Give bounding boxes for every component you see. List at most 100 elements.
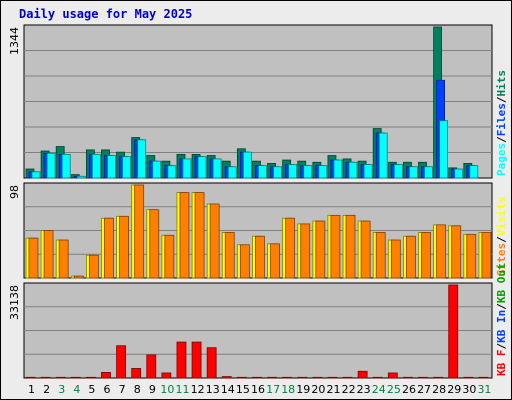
bar-sites-day-25: [390, 239, 401, 279]
bar-kb-f-day-26: [403, 376, 413, 379]
x-tick-label: 29: [447, 383, 461, 396]
x-tick-label: 24: [372, 383, 386, 396]
bar-kb-f-day-28: [433, 376, 444, 379]
x-tick-label: 23: [357, 383, 371, 396]
bar-kb-f-day-25: [387, 372, 398, 379]
bar-pages-day-21: [333, 159, 343, 179]
bar-sites-day-18: [285, 217, 296, 279]
x-tick-label: 12: [191, 383, 205, 396]
bar-sites-day-21: [330, 214, 341, 279]
panel-kbf: 33138 KB F/KB In/KB Out: [8, 263, 508, 379]
bar-pages-day-9: [152, 160, 162, 179]
bar-kb-f-day-24: [372, 376, 383, 379]
bar-sites-day-22: [345, 214, 356, 279]
bar-kb-f-day-14: [221, 376, 232, 379]
x-tick-label: 5: [88, 383, 95, 396]
bar-sites-day-26: [406, 235, 416, 279]
bar-sites-day-9: [149, 209, 160, 279]
bar-sites-day-30: [466, 233, 477, 279]
bar-sites-day-31: [481, 232, 492, 279]
x-tick-label: 9: [149, 383, 156, 396]
legend-entry: Pages: [495, 143, 508, 176]
bar-pages-day-25: [393, 164, 403, 179]
bar-sites-day-15: [239, 244, 250, 279]
legend-entry: KB In: [495, 310, 508, 343]
bar-pages-day-5: [91, 154, 101, 179]
bar-sites-day-29: [451, 225, 462, 279]
bar-pages-day-1: [31, 171, 41, 179]
bar-kb-f-day-7: [116, 345, 126, 379]
panel-visits_sites: 98 Sites/Visits: [8, 182, 508, 279]
bar-pages-day-19: [303, 165, 313, 179]
bar-sites-day-4: [73, 275, 84, 279]
bar-kb-f-day-31: [478, 376, 489, 379]
x-tick-label: 16: [251, 383, 265, 396]
bar-kb-f-day-12: [191, 341, 202, 379]
bar-pages-day-26: [409, 166, 418, 179]
bar-pages-day-22: [348, 161, 358, 179]
x-tick-label: 8: [134, 383, 141, 396]
bar-kb-f-day-10: [161, 372, 172, 379]
x-tick-label: 25: [387, 383, 401, 396]
x-tick-label: 28: [432, 383, 446, 396]
bar-pages-day-6: [107, 155, 116, 179]
bar-sites-day-7: [119, 215, 129, 279]
bar-pages-day-23: [363, 164, 373, 179]
bar-sites-day-6: [104, 217, 114, 279]
bar-kb-f-day-23: [357, 370, 368, 379]
bar-sites-day-17: [270, 243, 280, 279]
x-tick-label: 19: [296, 383, 310, 396]
bar-kb-f-day-11: [176, 341, 187, 379]
bar-pages-day-8: [137, 139, 147, 179]
x-tick-label: 14: [221, 383, 235, 396]
panel-hits_files_pages: 1344 Pages/Files/Hits: [8, 24, 508, 179]
bar-pages-day-14: [227, 166, 237, 179]
legend-entry: Visits: [495, 197, 508, 237]
bar-kb-f-day-2: [40, 376, 51, 379]
x-tick-label: 21: [326, 383, 340, 396]
bar-kb-f-day-9: [146, 354, 157, 379]
y-max-label: 1344: [8, 27, 21, 55]
legend-kbf: KB F/KB In/KB Out: [495, 263, 508, 376]
y-max-label: 98: [8, 185, 21, 199]
x-tick-label: 22: [342, 383, 356, 396]
bar-kb-f-day-19: [297, 376, 308, 379]
legend-entry: Sites: [495, 243, 508, 276]
bar-sites-day-28: [436, 224, 447, 279]
bar-kb-f-day-4: [70, 376, 81, 379]
chart-title: Daily usage for May 2025: [19, 7, 192, 21]
bar-kb-f-day-20: [312, 376, 323, 379]
bar-kb-f-day-15: [236, 376, 247, 379]
bar-kb-f-day-5: [85, 376, 96, 379]
bar-sites-day-12: [194, 192, 205, 279]
bar-kb-f-day-27: [418, 376, 428, 379]
legend-visits_sites: Sites/Visits: [495, 197, 508, 277]
bar-pages-day-18: [288, 164, 298, 179]
x-tick-label: 20: [311, 383, 325, 396]
bar-sites-day-5: [88, 254, 99, 279]
x-tick-label: 11: [176, 383, 190, 396]
y-max-label: 33138: [8, 285, 21, 320]
bar-sites-day-13: [209, 203, 220, 279]
legend-entry: Hits: [495, 70, 508, 97]
bar-sites-day-10: [164, 234, 175, 279]
x-axis-labels: 1 2 3 4 5 6 7 8 9 10 11 12 13 14 15 16 17 18 19 20 21 22 23 24 2…: [28, 383, 491, 396]
bar-pages-day-27: [424, 166, 433, 179]
x-tick-label: 31: [477, 383, 491, 396]
bar-sites-day-23: [360, 220, 371, 279]
bar-sites-day-2: [43, 230, 54, 279]
bar-sites-day-16: [255, 235, 265, 279]
bar-kb-f-day-3: [55, 376, 66, 379]
bar-kb-f-day-17: [267, 376, 277, 379]
legend-entry: KB F: [495, 350, 508, 377]
bar-sites-day-11: [179, 192, 190, 279]
x-tick-label: 10: [160, 383, 174, 396]
bar-pages-day-2: [46, 152, 56, 179]
bar-pages-day-12: [197, 156, 207, 179]
bar-kb-f-day-22: [342, 376, 353, 379]
bar-pages-day-15: [242, 151, 252, 179]
x-tick-label: 2: [43, 383, 50, 396]
bar-kb-f-day-29: [448, 284, 459, 379]
bar-pages-day-30: [469, 165, 479, 179]
